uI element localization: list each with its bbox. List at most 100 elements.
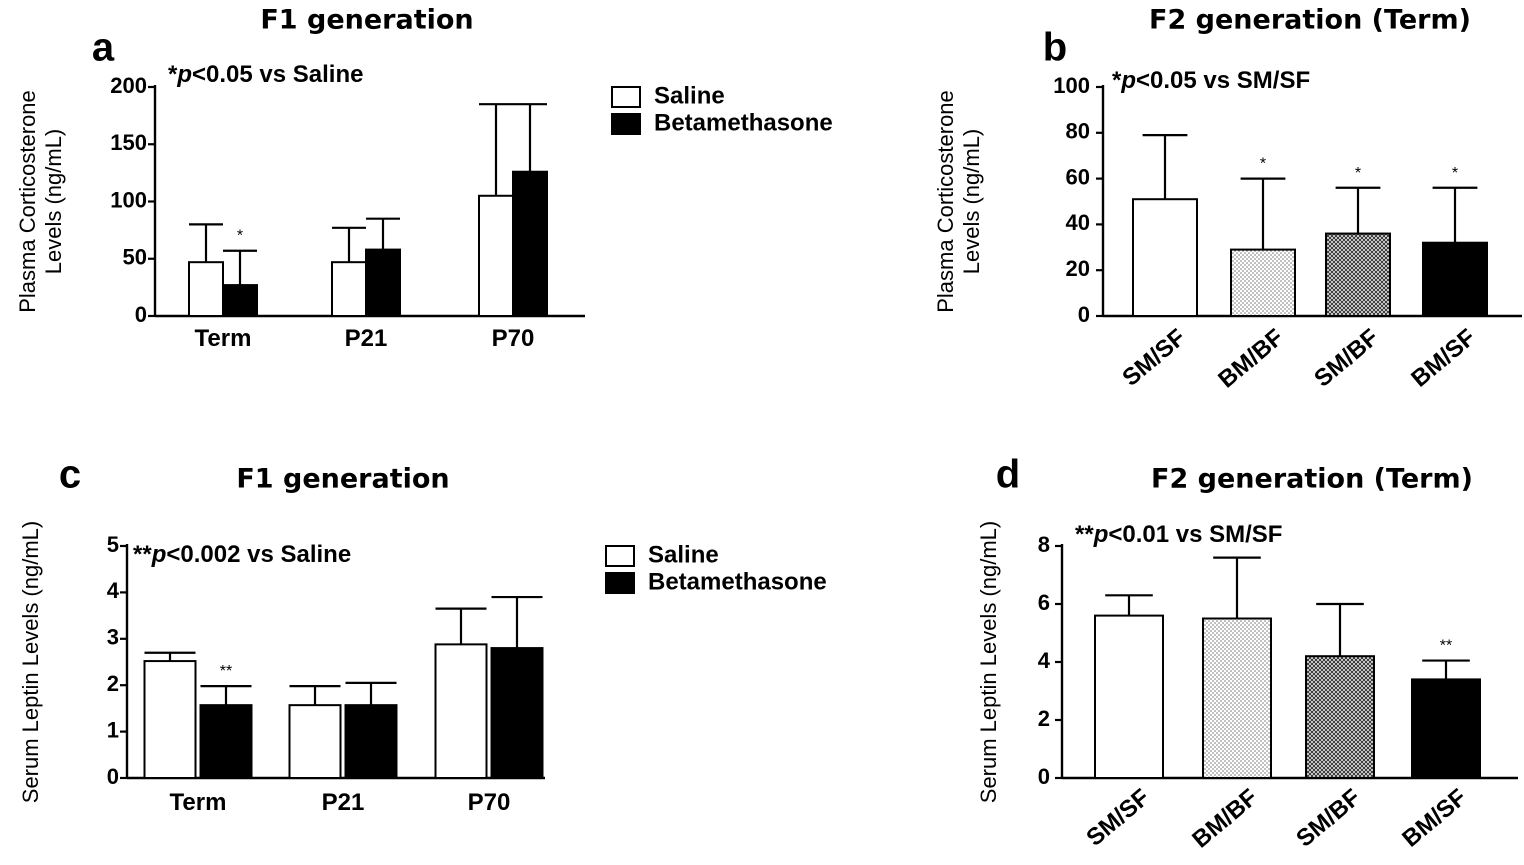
legend-label: Saline	[654, 82, 725, 109]
x-tick-label: SM/BF	[1309, 324, 1384, 393]
x-tick-label: P21	[345, 325, 388, 352]
x-tick-label: SM/SF	[1117, 324, 1191, 392]
y-tick-label: 5	[107, 532, 119, 557]
y-axis-label-line: Serum Leptin Levels (ng/mL)	[976, 521, 1001, 803]
y-tick-label: 0	[107, 764, 119, 789]
bar-betamethasone	[365, 248, 401, 317]
annotation-text: <0.05 vs Saline	[192, 61, 363, 88]
y-tick-label: 1	[107, 717, 119, 742]
annotation-p: p	[151, 541, 167, 568]
annotation-stars: **	[1075, 521, 1094, 548]
legend-swatch	[611, 86, 641, 108]
x-tick-label: P21	[322, 789, 365, 816]
bar	[1305, 655, 1375, 780]
bar-betamethasone	[512, 170, 548, 317]
y-tick-label: 4	[107, 578, 120, 603]
x-tick-label: BM/SF	[1406, 324, 1481, 393]
bar	[1132, 198, 1198, 318]
bar-saline	[478, 194, 514, 317]
legend-swatch	[605, 545, 635, 567]
bar	[1230, 248, 1296, 317]
bar-betamethasone	[222, 284, 258, 317]
significance-annotation: **p<0.01 vs SM/SF	[1075, 521, 1282, 548]
y-axis-label: Plasma CorticosteroneLevels (ng/mL)	[15, 90, 66, 313]
x-tick-label: Term	[170, 789, 227, 816]
y-tick-label: 40	[1066, 210, 1090, 235]
significance-annotation: **p<0.002 vs Saline	[133, 541, 351, 568]
legend-label: Betamethasone	[648, 568, 827, 595]
y-tick-label: 200	[110, 73, 147, 98]
annotation-stars: *	[1112, 67, 1122, 94]
chart-title: F1 generation	[260, 5, 473, 36]
y-tick-label: 20	[1066, 256, 1090, 281]
y-tick-label: 60	[1066, 164, 1090, 189]
y-tick-label: 6	[1038, 590, 1050, 615]
y-tick-label: 0	[1078, 302, 1090, 327]
y-tick-label: 4	[1038, 648, 1051, 673]
annotation-p: p	[1093, 521, 1109, 548]
panel-d: d F2 generation (Term)**p<0.01 vs SM/SFSe…	[976, 453, 1518, 854]
y-axis-label-line: Levels (ng/mL)	[959, 129, 984, 275]
y-tick-label: 150	[110, 130, 147, 155]
y-tick-label: 50	[123, 245, 147, 270]
x-tick-label: Term	[195, 325, 252, 352]
y-tick-label: 100	[110, 187, 147, 212]
panel-letter: c	[59, 453, 81, 497]
x-tick-label: BM/BF	[1213, 324, 1289, 394]
significance-star: *	[1355, 165, 1361, 182]
x-tick-label: SM/SF	[1081, 784, 1155, 852]
legend-label: Betamethasone	[654, 109, 833, 136]
legend-swatch	[605, 572, 635, 594]
legend-swatch	[611, 113, 641, 135]
bar-saline	[188, 261, 224, 317]
bar-betamethasone	[344, 704, 398, 779]
annotation-p: p	[176, 61, 192, 88]
y-axis-label: Serum Leptin Levels (ng/mL)	[18, 521, 43, 803]
bar-saline	[434, 643, 488, 779]
y-tick-label: 100	[1053, 73, 1090, 98]
bar	[1422, 241, 1488, 317]
panel-letter: a	[92, 26, 115, 70]
y-tick-label: 0	[135, 302, 147, 327]
x-tick-label: BM/BF	[1187, 784, 1263, 854]
significance-star: *	[1260, 156, 1266, 173]
y-tick-label: 8	[1038, 532, 1050, 557]
x-tick-label: BM/SF	[1397, 784, 1472, 853]
significance-annotation: *p<0.05 vs Saline	[168, 61, 363, 88]
x-tick-label: SM/BF	[1291, 784, 1366, 853]
bar-saline	[143, 660, 197, 780]
significance-annotation: *p<0.05 vs SM/SF	[1112, 67, 1310, 94]
chart-title: F1 generation	[236, 464, 449, 495]
bar	[1325, 232, 1391, 317]
x-tick-label: P70	[468, 789, 511, 816]
significance-star: *	[237, 228, 243, 245]
y-tick-label: 3	[107, 625, 119, 650]
y-axis-label-line: Serum Leptin Levels (ng/mL)	[18, 521, 43, 803]
y-tick-label: 80	[1066, 119, 1090, 144]
bar-betamethasone	[199, 704, 253, 779]
bar-saline	[331, 261, 367, 317]
annotation-stars: *	[168, 61, 178, 88]
bar	[1202, 617, 1272, 779]
y-tick-label: 2	[1038, 706, 1050, 731]
chart-title: F2 generation (Term)	[1149, 5, 1471, 36]
significance-star: *	[1452, 165, 1458, 182]
significance-star: **	[220, 663, 232, 680]
annotation-stars: **	[133, 541, 152, 568]
x-tick-label: P70	[492, 325, 535, 352]
y-axis-label: Serum Leptin Levels (ng/mL)	[976, 521, 1001, 803]
significance-star: **	[1440, 638, 1452, 655]
annotation-text: <0.05 vs SM/SF	[1136, 67, 1310, 94]
panel-b: bF2 generation (Term)*p<0.05 vs SM/SFPla…	[933, 5, 1522, 394]
y-axis-label-line: Plasma Corticosterone	[933, 90, 958, 313]
y-axis-label-line: Plasma Corticosterone	[15, 90, 40, 313]
annotation-text: <0.002 vs Saline	[166, 541, 351, 568]
y-axis-label: Plasma CorticosteroneLevels (ng/mL)	[933, 90, 984, 313]
bar	[1411, 678, 1481, 780]
chart-title: F2 generation (Term)	[1151, 464, 1473, 495]
y-axis-label-line: Levels (ng/mL)	[41, 129, 66, 275]
y-tick-label: 2	[107, 671, 119, 696]
